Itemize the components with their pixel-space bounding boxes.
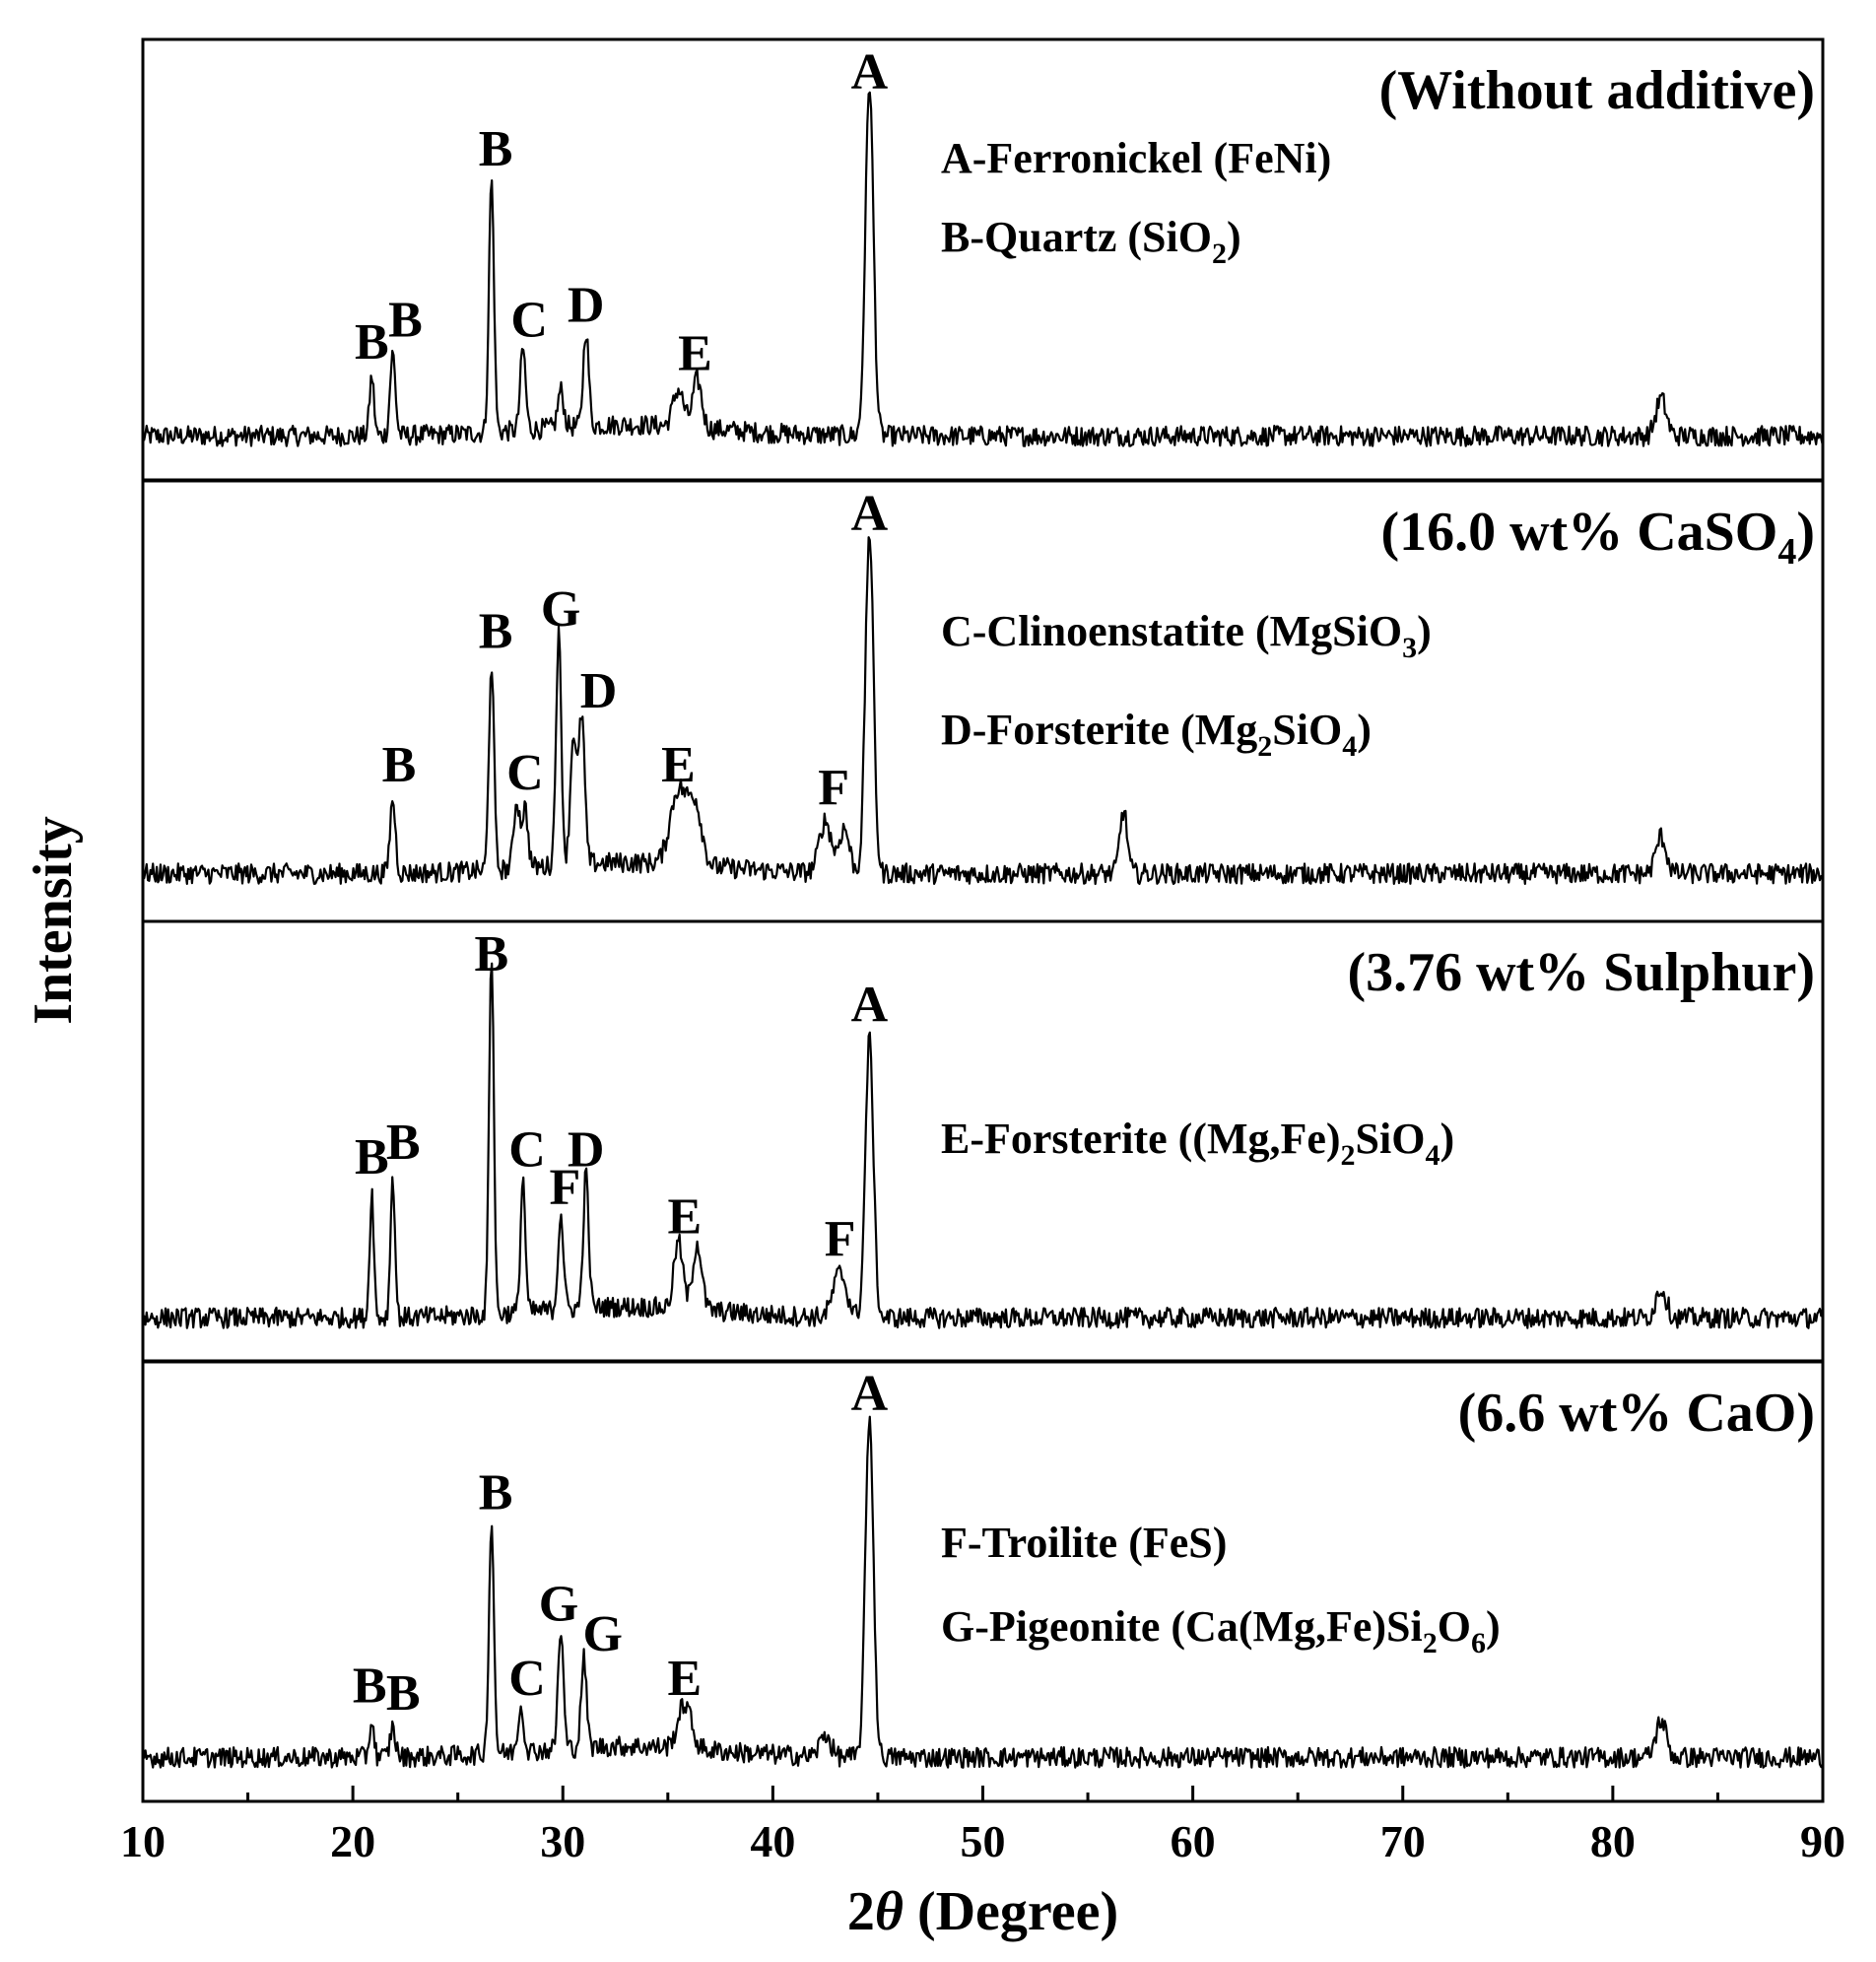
peak-label-3-8: F	[825, 1211, 856, 1267]
condition-label-2: (16.0 wt% CaSO4)	[1380, 502, 1815, 573]
peak-label-4-4: C	[508, 1651, 546, 1707]
peak-label-2-1: B	[382, 737, 417, 793]
peak-label-1-3: B	[479, 121, 513, 177]
xrd-pattern-line-1	[141, 91, 1824, 447]
peak-label-2-3: G	[541, 581, 580, 638]
peak-label-4-2: B	[386, 1665, 421, 1722]
x-axis-label: 2θ (Degree)	[847, 1881, 1118, 1942]
peak-label-3-2: B	[386, 1115, 421, 1171]
x-tick-label-20: 20	[330, 1816, 375, 1866]
peak-label-4-1: B	[353, 1658, 387, 1715]
peak-label-3-5: D	[568, 1122, 605, 1179]
legend-entry-4-1: F-Troilite (FeS)	[941, 1519, 1227, 1567]
peak-label-1-7: A	[851, 44, 889, 101]
legend-entry-4-2: G-Pigeonite (Ca(Mg,Fe)Si2O6)	[941, 1602, 1501, 1659]
peak-label-3-1: B	[355, 1129, 389, 1185]
peak-label-4-5: G	[539, 1577, 578, 1633]
peak-label-4-6: G	[583, 1606, 623, 1662]
peak-label-3-3: B	[474, 926, 508, 982]
condition-label-3: (3.76 wt% Sulphur)	[1347, 942, 1815, 1003]
x-tick-label-60: 60	[1171, 1816, 1216, 1866]
x-tick-label-30: 30	[540, 1816, 585, 1866]
x-tick-label-40: 40	[750, 1816, 795, 1866]
legend-entry-1-1: A-Ferronickel (FeNi)	[941, 134, 1331, 182]
peak-label-2-2: B	[479, 603, 513, 659]
peak-label-2-8: A	[851, 486, 889, 542]
peak-label-3-6: F	[549, 1159, 580, 1215]
condition-label-4: (6.6 wt% CaO)	[1458, 1383, 1815, 1444]
peak-label-2-4: C	[506, 745, 544, 801]
xrd-pattern-line-3	[141, 962, 1824, 1329]
x-tick-label-10: 10	[120, 1816, 166, 1866]
legend-entry-2-1: C-Clinoenstatite (MgSiO3)	[941, 607, 1432, 664]
y-axis-label: Intensity	[23, 816, 84, 1025]
peak-label-2-6: E	[661, 737, 696, 793]
x-tick-label-80: 80	[1590, 1816, 1636, 1866]
x-tick-label-50: 50	[961, 1816, 1006, 1866]
xrd-pattern-line-4	[141, 1415, 1824, 1769]
xrd-pattern-line-2	[142, 536, 1824, 886]
x-tick-label-70: 70	[1380, 1816, 1426, 1866]
peak-label-2-7: F	[818, 760, 849, 816]
peak-label-4-8: A	[851, 1366, 889, 1422]
legend-entry-1-2: B-Quartz (SiO2)	[941, 213, 1241, 270]
peak-label-1-5: D	[568, 277, 605, 333]
peak-label-2-5: D	[580, 663, 618, 719]
peak-label-1-6: E	[678, 325, 712, 381]
peak-label-1-4: C	[510, 292, 548, 348]
peak-label-3-7: E	[668, 1189, 703, 1246]
peak-label-1-2: B	[388, 292, 423, 348]
legend-entry-2-2: D-Forsterite (Mg2SiO4)	[941, 706, 1372, 763]
peak-label-4-7: E	[668, 1651, 703, 1707]
x-tick-label-90: 90	[1800, 1816, 1845, 1866]
peak-label-1-1: B	[355, 314, 389, 371]
peak-label-3-9: A	[851, 978, 889, 1034]
legend-entry-3-1: E-Forsterite ((Mg,Fe)2SiO4)	[941, 1115, 1454, 1172]
condition-label-1: (Without additive)	[1379, 60, 1815, 121]
peak-label-3-4: C	[508, 1122, 546, 1179]
peak-label-4-3: B	[479, 1465, 513, 1522]
